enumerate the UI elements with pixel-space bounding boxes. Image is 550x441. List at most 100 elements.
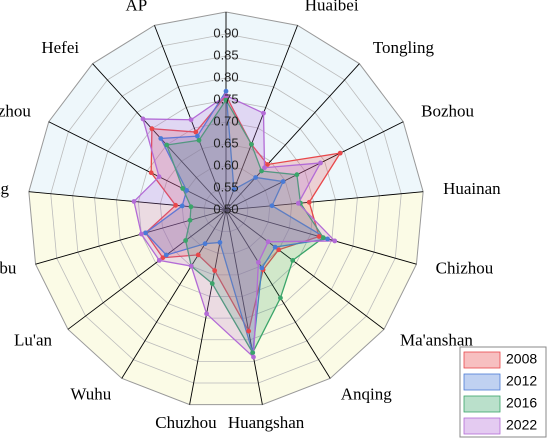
- data-point: [246, 328, 252, 334]
- data-point: [320, 235, 326, 241]
- data-point: [163, 252, 169, 258]
- category-label: Huangshan: [228, 413, 305, 432]
- data-point: [183, 238, 189, 243]
- data-point: [223, 97, 229, 103]
- spoke: [48, 121, 227, 211]
- data-point: [212, 268, 218, 273]
- category-label: Lu'an: [14, 330, 52, 349]
- background-sector: [28, 121, 226, 210]
- data-point: [278, 295, 283, 301]
- background-sector: [226, 210, 331, 405]
- data-point: [251, 354, 256, 360]
- grid-ring: [159, 143, 293, 276]
- data-point: [173, 202, 179, 208]
- legend-label: 2016: [506, 395, 537, 411]
- data-point: [280, 179, 286, 184]
- legend-swatch: [463, 373, 501, 391]
- data-point: [332, 238, 338, 244]
- r-tick-label: 0.90: [213, 25, 238, 40]
- category-label: Ma'anshan: [400, 330, 473, 349]
- labels: XuanchengHuaibeiTonglingBozhouHuainanChi…: [0, 0, 501, 432]
- category-label: Huaibei: [305, 0, 359, 15]
- category-label: Hefei: [41, 38, 79, 57]
- data-point: [131, 199, 137, 204]
- data-point: [217, 240, 223, 245]
- background-sector: [226, 191, 424, 265]
- legend-swatch: [463, 417, 501, 435]
- data-point: [306, 199, 312, 205]
- data-point: [318, 160, 323, 166]
- category-label: Anqing: [341, 384, 393, 403]
- r-tick-label: 0.65: [213, 135, 238, 150]
- legend-label: 2022: [506, 417, 537, 433]
- category-label: Chizhou: [436, 259, 494, 278]
- background-sector: [226, 63, 404, 210]
- outer-ring: [28, 11, 424, 406]
- data-point: [209, 281, 215, 286]
- data-point: [259, 265, 265, 271]
- spoke: [121, 209, 227, 379]
- data-point: [249, 141, 254, 147]
- category-label: Fuyang: [0, 179, 9, 198]
- grid-ring: [72, 55, 380, 362]
- legend-label: 2008: [506, 351, 537, 367]
- data-point: [148, 170, 154, 176]
- data-point: [160, 255, 166, 261]
- category-label: Suzhou: [0, 102, 31, 121]
- category-label: Tongling: [373, 38, 435, 57]
- data-point: [294, 172, 300, 178]
- spoke: [225, 121, 404, 211]
- category-label: Chuzhou: [155, 413, 217, 432]
- spoke: [67, 209, 227, 330]
- data-point: [158, 136, 164, 141]
- data-point: [138, 231, 144, 237]
- data-point: [290, 257, 296, 263]
- spoke: [35, 209, 227, 265]
- grid-ring: [181, 165, 271, 254]
- spoke: [225, 25, 298, 211]
- data-point: [188, 117, 194, 123]
- background-sector: [226, 121, 424, 210]
- spoke: [225, 63, 360, 211]
- legend-label: 2012: [506, 373, 537, 389]
- background-sector: [154, 12, 226, 210]
- data-point: [195, 252, 201, 258]
- r-tick-label: 0.85: [213, 47, 238, 62]
- data-point: [156, 174, 162, 180]
- background-sector: [48, 63, 227, 210]
- marks: [131, 88, 343, 360]
- data-point: [204, 311, 209, 317]
- data-point: [156, 257, 162, 263]
- background-sector: [226, 210, 417, 330]
- data-point: [179, 203, 185, 209]
- data-point: [194, 133, 200, 139]
- category-label: Bnegbu: [0, 259, 17, 278]
- data-point: [265, 162, 270, 167]
- category-label: AP: [126, 0, 148, 15]
- data-point: [180, 186, 186, 191]
- data-point: [295, 200, 301, 206]
- data-point: [196, 137, 202, 143]
- legend: 2008 2012 2016 2022: [463, 351, 537, 435]
- spoke: [225, 209, 331, 379]
- r-tick-label: 0.60: [213, 157, 238, 172]
- data-point: [193, 129, 199, 135]
- r-tick-label: 0.80: [213, 69, 238, 84]
- grid: [28, 11, 424, 406]
- series-area: [144, 94, 342, 333]
- grid-ring: [94, 77, 358, 341]
- background-sector: [35, 210, 227, 330]
- series-area: [165, 98, 325, 355]
- data-point: [231, 187, 237, 192]
- data-point: [223, 93, 229, 98]
- data-point: [269, 203, 275, 209]
- background-sector: [121, 210, 226, 405]
- grid-ring: [203, 187, 249, 233]
- data-point: [325, 236, 330, 242]
- category-label: Huainan: [443, 179, 501, 198]
- data-point: [188, 263, 194, 269]
- data-point: [202, 241, 208, 247]
- data-point: [276, 247, 282, 253]
